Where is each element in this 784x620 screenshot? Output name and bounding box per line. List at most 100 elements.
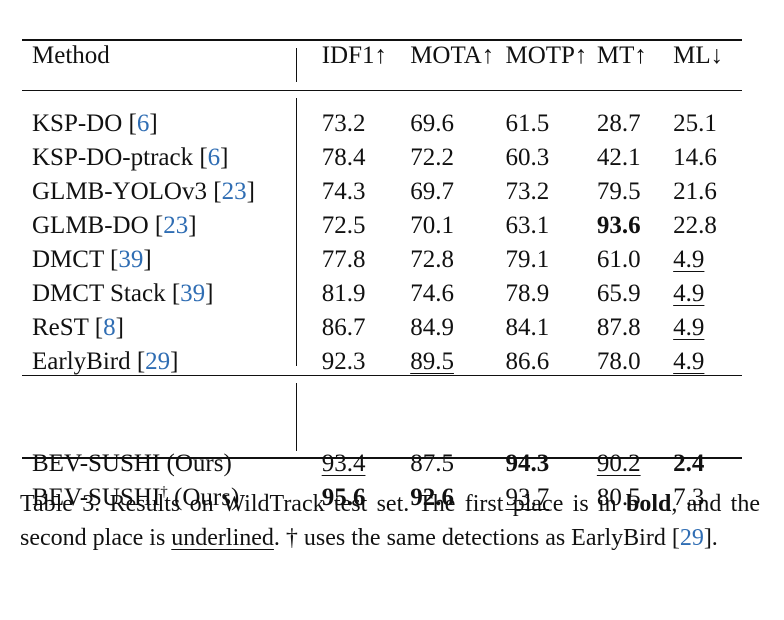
table-row: KSP-DO-ptrack [6] 78.4 72.2 60.3 42.1 14.6 [22, 141, 742, 175]
header-idf1: IDF1↑ [321, 42, 387, 69]
table-row: BEV-SUSHI† (Ours) 95.6 92.6 93.7 80.5 7.3 [22, 481, 742, 515]
cell-mt: 79.5 [596, 178, 641, 205]
citation-link[interactable]: 23 [221, 178, 247, 205]
header-mt: MT↑ [596, 42, 647, 69]
method-name: DMCT Stack [39] [32, 280, 214, 307]
cell-mt: 80.5 [596, 484, 641, 511]
cell-mota: 74.6 [410, 280, 454, 307]
citation-link[interactable]: 8 [103, 314, 116, 341]
cell-motp: 79.1 [505, 246, 550, 273]
cell-idf1: 72.5 [321, 212, 366, 239]
cell-mota: 87.5 [410, 450, 454, 477]
cell-idf1: 86.7 [321, 314, 366, 341]
table-row: KSP-DO [6] 73.2 69.6 61.5 28.7 25.1 [22, 107, 742, 141]
cell-mota: 69.7 [410, 178, 454, 205]
header-ml: ML↓ [673, 42, 724, 69]
citation-link[interactable]: 39 [118, 246, 144, 273]
method-name: DMCT [39] [32, 246, 152, 273]
method-name: GLMB-DO [23] [32, 212, 197, 239]
cell-motp: 93.7 [505, 484, 550, 511]
cell-motp: 86.6 [505, 348, 550, 375]
caption-bold-word: bold [626, 491, 672, 517]
method-name: KSP-DO [6] [32, 110, 158, 137]
caption-text: . † uses the same detections as EarlyBir… [273, 525, 680, 551]
method-label: EarlyBird [32, 348, 137, 375]
column-separator-body [296, 98, 297, 366]
table-row: ReST [8] 86.7 84.9 84.1 87.8 4.9 [22, 311, 742, 345]
results-table: Method IDF1↑ MOTA↑ MOTP↑ MT↑ ML↓ KSP-DO … [22, 39, 742, 515]
caption-text: ]. [703, 525, 718, 551]
cell-mt: 65.9 [596, 280, 641, 307]
column-separator-header [296, 48, 297, 82]
table-header-row: Method IDF1↑ MOTA↑ MOTP↑ MT↑ ML↓ [22, 39, 742, 73]
cell-mota: 72.2 [410, 144, 454, 171]
cell-ml: 4.9 [673, 280, 705, 307]
cell-ml: 7.3 [673, 484, 705, 511]
table-header-rule [22, 90, 742, 91]
table-row: EarlyBird [29] 92.3 89.5 86.6 78.0 4.9 [22, 345, 742, 379]
cell-idf1: 93.4 [321, 450, 366, 477]
column-separator-ours [296, 383, 297, 451]
header-motp: MOTP↑ [505, 42, 588, 69]
cell-mota: 92.6 [410, 484, 454, 511]
cell-ml: 4.9 [673, 246, 705, 273]
citation-link[interactable]: 6 [136, 110, 150, 137]
cell-motp: 63.1 [505, 212, 550, 239]
cell-mt: 90.2 [596, 450, 641, 477]
cell-idf1: 81.9 [321, 280, 366, 307]
caption-text: Table 3. Results on WildTrack test set. … [20, 491, 626, 517]
method-label: DMCT Stack [32, 280, 172, 307]
cell-ml: 25.1 [673, 110, 717, 137]
table-group-rule [22, 375, 742, 376]
method-label: ReST [32, 314, 95, 341]
cell-mt: 87.8 [596, 314, 641, 341]
cell-mt: 78.0 [596, 348, 641, 375]
table-row: BEV-SUSHI (Ours) 93.4 87.5 94.3 90.2 2.4 [22, 447, 742, 481]
cell-ml: 22.8 [673, 212, 717, 239]
cell-mota: 72.8 [410, 246, 454, 273]
table-caption: Table 3. Results on WildTrack test set. … [20, 487, 760, 555]
cell-idf1: 95.6 [321, 484, 366, 511]
method-name: ReST [8] [32, 314, 124, 341]
method-name: KSP-DO-ptrack [6] [32, 144, 229, 171]
table-bottom-rule [22, 457, 742, 459]
caption-underlined-word: underlined [171, 525, 274, 551]
cell-idf1: 77.8 [321, 246, 366, 273]
citation-link[interactable]: 39 [180, 280, 206, 307]
cell-mota: 89.5 [410, 348, 454, 375]
table-row: DMCT Stack [39] 81.9 74.6 78.9 65.9 4.9 [22, 277, 742, 311]
cell-mota: 69.6 [410, 110, 454, 137]
cell-motp: 60.3 [505, 144, 550, 171]
citation-link[interactable]: 29 [679, 525, 704, 551]
method-name: BEV-SUSHI (Ours) [22, 447, 303, 481]
method-suffix: (Ours) [167, 484, 240, 511]
header-mota: MOTA↑ [410, 42, 495, 69]
cell-motp: 73.2 [505, 178, 550, 205]
cell-ml: 4.9 [673, 314, 705, 341]
cell-idf1: 74.3 [321, 178, 366, 205]
caption-text: , and the second place is [20, 491, 760, 551]
cell-motp: 61.5 [505, 110, 550, 137]
method-label: KSP-DO-ptrack [32, 144, 200, 171]
method-label: KSP-DO [32, 110, 129, 137]
header-method: Method [32, 42, 110, 69]
method-name: EarlyBird [29] [32, 348, 179, 375]
method-label: GLMB-DO [32, 212, 155, 239]
method-name: GLMB-YOLOv3 [23] [32, 178, 255, 205]
method-name: BEV-SUSHI† (Ours) [22, 481, 303, 515]
cell-mt: 42.1 [596, 144, 641, 171]
citation-link[interactable]: 6 [207, 144, 221, 171]
cell-idf1: 73.2 [321, 110, 366, 137]
method-label: DMCT [32, 246, 111, 273]
cell-mt: 93.6 [596, 212, 641, 239]
dagger-mark: † [160, 484, 168, 500]
cell-motp: 94.3 [505, 450, 550, 477]
cell-ml: 4.9 [673, 348, 705, 375]
citation-link[interactable]: 29 [145, 348, 171, 375]
cell-mota: 70.1 [410, 212, 454, 239]
cell-idf1: 92.3 [321, 348, 366, 375]
citation-link[interactable]: 23 [163, 212, 189, 239]
cell-mt: 61.0 [596, 246, 641, 273]
cell-ml: 14.6 [673, 144, 717, 171]
cell-mt: 28.7 [596, 110, 641, 137]
